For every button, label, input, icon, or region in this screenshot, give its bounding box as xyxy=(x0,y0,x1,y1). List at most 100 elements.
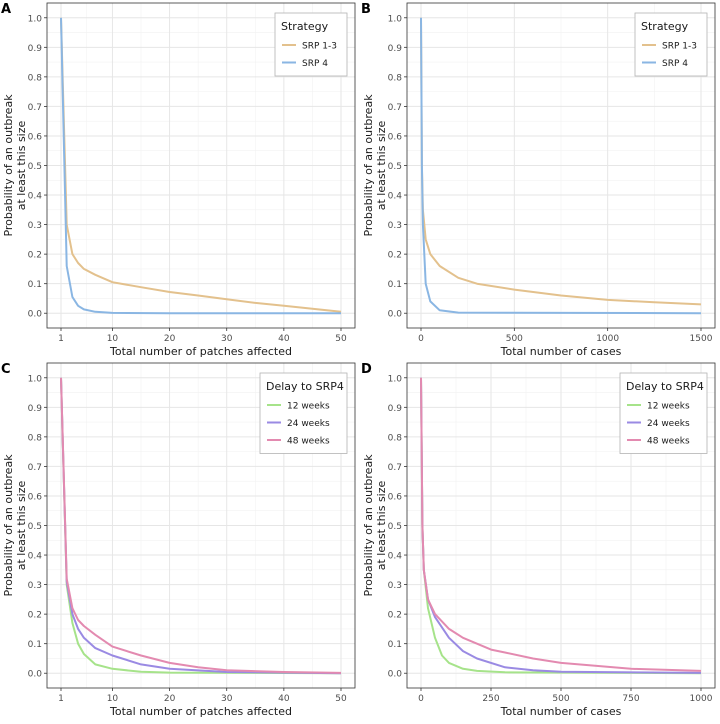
legend-label: 48 weeks xyxy=(647,437,690,447)
x-tick-label: 10 xyxy=(107,334,119,344)
legend-label: 48 weeks xyxy=(287,437,330,447)
y-axis-label-line1: Probability of an outbreak xyxy=(2,454,15,597)
y-tick-label: 0.5 xyxy=(388,162,402,172)
y-tick-label: 0.7 xyxy=(28,463,42,473)
panel-label: D xyxy=(361,362,372,377)
legend-title: Delay to SRP4 xyxy=(266,380,344,393)
x-axis-label: Total number of patches affected xyxy=(109,705,292,718)
y-tick-label: 0.5 xyxy=(28,162,42,172)
series-line-12-weeks xyxy=(60,377,342,675)
y-axis-label-line1: Probability of an outbreak xyxy=(362,94,375,237)
legend: Strategy SRP 1-3 SRP 4 xyxy=(634,12,708,77)
y-tick-label: 0.8 xyxy=(28,433,43,443)
x-tick-label: 0 xyxy=(418,694,424,704)
y-tick-label: 0.0 xyxy=(388,670,403,680)
legend-label: SRP 4 xyxy=(302,59,328,69)
legend-label: 24 weeks xyxy=(287,419,330,429)
legend-label: 24 weeks xyxy=(647,419,690,429)
plot-border xyxy=(46,2,356,329)
y-tick-label: 1.0 xyxy=(28,14,43,24)
x-tick-label: 40 xyxy=(278,694,290,704)
x-tick-label: 250 xyxy=(482,694,499,704)
y-tick-label: 0.9 xyxy=(388,44,403,54)
y-tick-label: 0.5 xyxy=(388,522,402,532)
panel-label: B xyxy=(361,2,371,17)
x-tick-label: 20 xyxy=(164,694,176,704)
y-tick-label: 0.2 xyxy=(388,251,402,261)
panel-c: 0.0 0.1 0.2 0.3 0.4 0.5 0.6 0.7 0.8 0.9 1.0 1 10 20 30… xyxy=(0,360,360,720)
x-tick-label: 1 xyxy=(58,334,64,344)
y-tick-label: 0.1 xyxy=(388,640,402,650)
x-tick-label: 1 xyxy=(58,694,64,704)
y-tick-label: 1.0 xyxy=(388,14,403,24)
panel-label: C xyxy=(1,362,11,377)
x-tick-label: 0 xyxy=(418,334,424,344)
panel-d: 0.0 0.1 0.2 0.3 0.4 0.5 0.6 0.7 0.8 0.9 1.0 0 250 500… xyxy=(360,360,720,720)
y-tick-label: 0.9 xyxy=(28,404,43,414)
y-tick-label: 0.2 xyxy=(28,251,42,261)
y-tick-label: 0.8 xyxy=(28,73,43,83)
y-tick-label: 0.1 xyxy=(388,280,402,290)
legend-label: SRP 1-3 xyxy=(662,42,697,52)
legend-title: Delay to SRP4 xyxy=(626,380,704,393)
x-tick-label: 20 xyxy=(164,334,176,344)
y-axis-label-line2: at least this size xyxy=(375,480,388,570)
x-tick-label: 1500 xyxy=(690,334,713,344)
x-tick-label: 500 xyxy=(552,694,569,704)
y-tick-label: 0.3 xyxy=(388,581,402,591)
y-tick-label: 0.6 xyxy=(28,132,43,142)
legend: Delay to SRP4 12 weeks 24 weeks 48 weeks xyxy=(259,372,348,454)
x-tick-label: 50 xyxy=(335,694,347,704)
plot-border xyxy=(406,362,716,689)
y-tick-label: 0.3 xyxy=(28,581,42,591)
y-tick-label: 0.1 xyxy=(28,640,42,650)
legend: Strategy SRP 1-3 SRP 4 xyxy=(274,12,348,77)
y-tick-label: 0.3 xyxy=(28,221,42,231)
y-tick-label: 0.3 xyxy=(388,221,402,231)
legend-label: 12 weeks xyxy=(647,402,690,412)
y-tick-label: 0.1 xyxy=(28,280,42,290)
y-tick-label: 0.9 xyxy=(388,404,403,414)
x-tick-label: 750 xyxy=(622,694,639,704)
x-tick-label: 500 xyxy=(506,334,523,344)
legend-title: Strategy xyxy=(641,20,689,33)
y-tick-label: 0.9 xyxy=(28,44,43,54)
y-tick-label: 1.0 xyxy=(28,374,43,384)
series-line-srp-1-3 xyxy=(60,17,342,313)
y-tick-label: 0.0 xyxy=(28,670,43,680)
y-tick-label: 0.4 xyxy=(28,552,43,562)
y-axis-label-line1: Probability of an outbreak xyxy=(362,454,375,597)
y-tick-label: 0.0 xyxy=(388,310,403,320)
legend-label: 12 weeks xyxy=(287,402,330,412)
legend-label: SRP 4 xyxy=(662,59,688,69)
series-line-48-weeks xyxy=(60,377,342,674)
y-tick-label: 0.4 xyxy=(388,552,403,562)
y-tick-label: 0.7 xyxy=(28,103,42,113)
y-tick-label: 0.4 xyxy=(388,192,403,202)
x-axis-label: Total number of cases xyxy=(500,705,622,718)
y-tick-label: 0.0 xyxy=(28,310,43,320)
y-axis-label-line2: at least this size xyxy=(375,120,388,210)
series-line-srp-4 xyxy=(420,17,702,315)
x-tick-label: 30 xyxy=(221,694,233,704)
y-tick-label: 0.5 xyxy=(28,522,42,532)
y-tick-label: 0.2 xyxy=(28,611,42,621)
series-line-srp-4 xyxy=(60,17,341,315)
x-tick-label: 1000 xyxy=(690,694,713,704)
x-axis-label: Total number of cases xyxy=(500,345,622,358)
x-tick-label: 40 xyxy=(278,334,290,344)
x-tick-label: 10 xyxy=(107,694,119,704)
legend-label: SRP 1-3 xyxy=(302,42,337,52)
x-axis-label: Total number of patches affected xyxy=(109,345,292,358)
x-tick-label: 30 xyxy=(221,334,233,344)
y-tick-label: 0.7 xyxy=(388,103,402,113)
y-tick-label: 0.6 xyxy=(388,492,403,502)
series-line-48-weeks xyxy=(420,377,702,672)
panel-b: 0.0 0.1 0.2 0.3 0.4 0.5 0.6 0.7 0.8 0.9 1.0 0 500 100… xyxy=(360,0,720,360)
y-axis-label-line1: Probability of an outbreak xyxy=(2,94,15,237)
y-tick-label: 0.6 xyxy=(388,132,403,142)
y-tick-label: 1.0 xyxy=(388,374,403,384)
legend-title: Strategy xyxy=(281,20,329,33)
x-tick-label: 50 xyxy=(335,334,347,344)
panel-a: 0.0 0.1 0.2 0.3 0.4 0.5 0.6 0.7 0.8 0.9 1.0 1 10 20 30… xyxy=(0,0,360,360)
